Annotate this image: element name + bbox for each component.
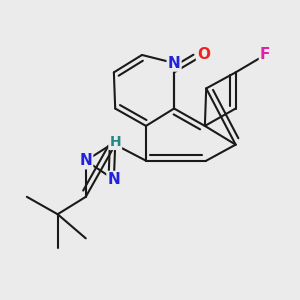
Text: O: O [197,47,210,62]
Text: N: N [80,153,92,168]
Text: F: F [260,47,270,62]
Text: N: N [168,56,181,70]
Text: H: H [110,135,121,149]
Text: N: N [107,172,120,187]
